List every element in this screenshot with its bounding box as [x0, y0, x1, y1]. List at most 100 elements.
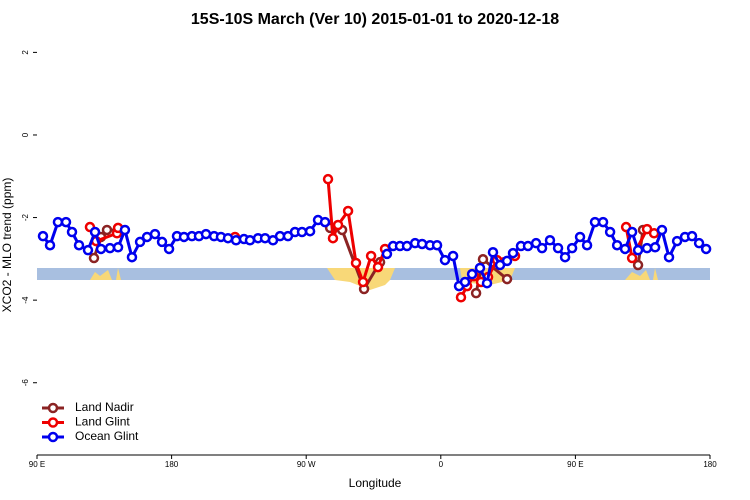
legend-marker — [47, 417, 59, 428]
data-point — [544, 235, 556, 246]
legend-marker — [47, 402, 59, 414]
data-point — [566, 242, 578, 254]
data-point — [89, 226, 101, 238]
data-point — [244, 235, 256, 246]
data-point — [82, 244, 94, 256]
data-point — [466, 268, 478, 280]
data-point — [119, 224, 131, 236]
data-point — [581, 239, 593, 251]
data-point — [327, 232, 339, 244]
data-point — [319, 216, 331, 228]
data-point — [459, 276, 471, 288]
data-point — [52, 216, 64, 228]
data-point — [474, 262, 486, 274]
data-point — [626, 252, 638, 264]
data-point — [470, 287, 482, 299]
data-point — [95, 243, 107, 255]
data-point — [611, 239, 623, 251]
data-point — [632, 244, 644, 256]
data-point — [632, 259, 644, 271]
data-point — [88, 252, 100, 264]
data-point — [522, 240, 534, 252]
land-patch — [90, 270, 112, 280]
data-point — [112, 242, 124, 253]
data-point — [230, 235, 242, 246]
x-tick-label: 180 — [165, 460, 179, 469]
data-point — [222, 232, 234, 244]
legend-label: Land Glint — [75, 415, 130, 429]
chart-title: 15S-10S March (Ver 10) 2015-01-01 to 202… — [191, 11, 559, 28]
legend-label: Land Nadir — [75, 400, 134, 414]
data-point — [200, 228, 212, 240]
data-point — [401, 240, 413, 252]
data-point — [372, 261, 384, 273]
y-tick-label: -4 — [21, 296, 30, 304]
x-axis-label: Longitude — [349, 476, 402, 490]
data-point — [416, 238, 428, 250]
data-point — [552, 242, 564, 254]
data-point — [134, 236, 146, 248]
data-point — [455, 292, 467, 303]
data-point — [101, 224, 113, 236]
data-point — [163, 243, 175, 255]
data-point — [73, 239, 85, 251]
data-point — [559, 251, 571, 263]
data-point — [604, 226, 616, 238]
data-point — [447, 250, 459, 262]
y-axis-label: XCO2 - MLO trend (ppm) — [0, 178, 14, 313]
data-point — [501, 255, 513, 267]
x-tick-label: 180 — [703, 460, 717, 469]
land-patch — [653, 268, 658, 280]
data-point — [439, 254, 451, 266]
data-point — [700, 243, 712, 255]
x-tick-label: 90 E — [29, 460, 45, 469]
data-point — [60, 216, 72, 228]
data-point — [597, 216, 609, 228]
data-point — [507, 247, 519, 259]
data-point — [44, 239, 56, 251]
data-point — [342, 205, 354, 217]
data-point — [536, 242, 548, 254]
data-point — [322, 173, 334, 185]
data-point — [619, 243, 631, 255]
legend-label: Ocean Glint — [75, 429, 139, 443]
data-point — [487, 246, 499, 258]
data-point — [350, 257, 362, 269]
data-point — [501, 273, 513, 285]
x-tick-label: 90 W — [297, 460, 316, 469]
data-point — [693, 237, 705, 249]
legend-marker — [47, 431, 59, 443]
y-tick-label: -6 — [21, 379, 30, 387]
land-patch — [625, 270, 650, 280]
data-point — [481, 277, 493, 289]
x-tick-label: 0 — [439, 460, 444, 469]
data-point — [431, 239, 443, 251]
data-point — [381, 248, 393, 260]
data-point — [304, 225, 316, 237]
data-point — [149, 228, 161, 240]
data-point — [477, 254, 489, 265]
data-point — [686, 230, 698, 242]
data-point — [663, 251, 675, 263]
data-point — [126, 251, 138, 263]
data-point — [641, 242, 653, 254]
data-point — [365, 250, 377, 262]
data-point — [671, 235, 683, 247]
data-point — [296, 226, 308, 238]
data-point — [574, 231, 586, 243]
y-tick-label: 2 — [21, 50, 30, 55]
land-patch — [116, 268, 121, 280]
data-point — [656, 224, 668, 236]
data-point — [156, 236, 168, 248]
data-point — [37, 230, 49, 242]
y-tick-label: -2 — [21, 213, 30, 221]
data-point — [626, 226, 638, 238]
data-point — [104, 242, 116, 254]
data-point — [357, 276, 369, 288]
data-point — [649, 242, 661, 253]
y-tick-label: 0 — [21, 132, 30, 137]
data-point — [66, 226, 78, 238]
data-point — [332, 219, 344, 231]
